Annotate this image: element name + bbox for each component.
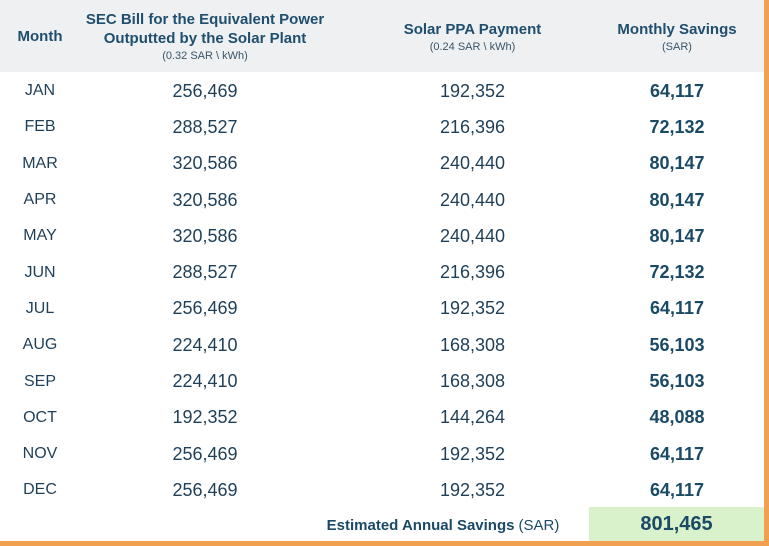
table-row: DEC 256,469 192,352 64,117	[0, 472, 764, 508]
cell-monthly-savings: 72,132	[649, 116, 705, 137]
cell-ppa-payment: 192,352	[439, 80, 506, 101]
header-monthly-savings: Monthly Savings (SAR)	[590, 0, 764, 72]
cell-sec-bill: 256,469	[172, 443, 238, 464]
cell-monthly-savings: 48,088	[649, 407, 705, 428]
cell-sec-bill: 192,352	[172, 407, 238, 428]
cell-sec-bill: 288,527	[172, 262, 238, 283]
table-row: SEP 224,410 168,308 56,103	[0, 363, 764, 399]
annual-savings-title: Estimated Annual Savings	[326, 516, 515, 534]
cell-ppa-payment: 216,396	[439, 262, 506, 283]
cell-sec-bill: 256,469	[172, 298, 238, 319]
cell-month: NOV	[22, 445, 58, 463]
header-ppa-title: Solar PPA Payment	[403, 20, 542, 38]
cell-ppa-payment: 192,352	[439, 298, 506, 319]
annual-savings-unit: (SAR)	[518, 516, 560, 534]
header-ppa-payment: Solar PPA Payment (0.24 SAR \ kWh)	[360, 0, 585, 72]
cell-monthly-savings: 64,117	[649, 443, 705, 464]
cell-month: JAN	[24, 82, 56, 100]
cell-ppa-payment: 240,440	[439, 225, 506, 246]
table-row: JUN 288,527 216,396 72,132	[0, 254, 764, 290]
table-body: JAN 256,469 192,352 64,117 FEB 288,527 2…	[0, 73, 764, 509]
cell-monthly-savings: 64,117	[649, 298, 705, 319]
cell-sec-bill: 224,410	[172, 371, 238, 392]
cell-month: DEC	[23, 481, 57, 499]
table-row: MAY 320,586 240,440 80,147	[0, 218, 764, 254]
cell-ppa-payment: 144,264	[439, 407, 506, 428]
header-savings-unit: (SAR)	[662, 40, 692, 53]
cell-ppa-payment: 168,308	[439, 334, 506, 355]
cell-sec-bill: 288,527	[172, 116, 238, 137]
cell-monthly-savings: 80,147	[649, 189, 705, 210]
cell-ppa-payment: 240,440	[439, 153, 506, 174]
header-ppa-rate: (0.24 SAR \ kWh)	[429, 40, 516, 53]
header-savings-title: Monthly Savings	[617, 20, 737, 38]
cell-sec-bill: 256,469	[172, 80, 238, 101]
table-row: AUG 224,410 168,308 56,103	[0, 327, 764, 363]
table-header: Month SEC Bill for the Equivalent Power …	[0, 0, 764, 72]
cell-ppa-payment: 192,352	[439, 443, 506, 464]
table-row: MAR 320,586 240,440 80,147	[0, 146, 764, 182]
cell-month: MAY	[23, 227, 57, 245]
cell-monthly-savings: 80,147	[649, 153, 705, 174]
cell-month: AUG	[22, 336, 58, 354]
table-row: FEB 288,527 216,396 72,132	[0, 109, 764, 145]
table-row: JAN 256,469 192,352 64,117	[0, 73, 764, 109]
cell-ppa-payment: 192,352	[439, 479, 506, 500]
cell-ppa-payment: 168,308	[439, 371, 506, 392]
cell-monthly-savings: 64,117	[649, 479, 705, 500]
cell-month: MAR	[22, 154, 58, 172]
annual-savings-label: Estimated Annual Savings (SAR)	[300, 509, 586, 541]
cell-sec-bill: 320,586	[172, 189, 238, 210]
table-row: JUL 256,469 192,352 64,117	[0, 291, 764, 327]
header-month-label: Month	[17, 27, 63, 45]
cell-ppa-payment: 216,396	[439, 116, 506, 137]
cell-monthly-savings: 56,103	[649, 334, 705, 355]
table-row: NOV 256,469 192,352 64,117	[0, 436, 764, 472]
cell-sec-bill: 320,586	[172, 225, 238, 246]
cell-month: FEB	[24, 118, 56, 136]
header-sec-bill: SEC Bill for the Equivalent Power Output…	[80, 0, 330, 72]
cell-month: OCT	[23, 408, 57, 426]
cell-sec-bill: 320,586	[172, 153, 238, 174]
cell-month: JUN	[24, 263, 56, 281]
cell-sec-bill: 256,469	[172, 479, 238, 500]
table-row: OCT 192,352 144,264 48,088	[0, 400, 764, 436]
cell-monthly-savings: 72,132	[649, 262, 705, 283]
table-row: APR 320,586 240,440 80,147	[0, 182, 764, 218]
cell-month: SEP	[23, 372, 56, 390]
header-month: Month	[0, 0, 80, 72]
cell-ppa-payment: 240,440	[439, 189, 506, 210]
cell-sec-bill: 224,410	[172, 334, 238, 355]
cell-month: JUL	[25, 299, 55, 317]
annual-savings-value: 801,465	[589, 507, 764, 541]
header-sec-title: SEC Bill for the Equivalent Power Output…	[85, 11, 325, 47]
cell-monthly-savings: 80,147	[649, 225, 705, 246]
cell-month: APR	[23, 191, 57, 209]
cell-monthly-savings: 56,103	[649, 371, 705, 392]
cell-monthly-savings: 64,117	[649, 80, 705, 101]
header-sec-rate: (0.32 SAR \ kWh)	[162, 50, 248, 62]
